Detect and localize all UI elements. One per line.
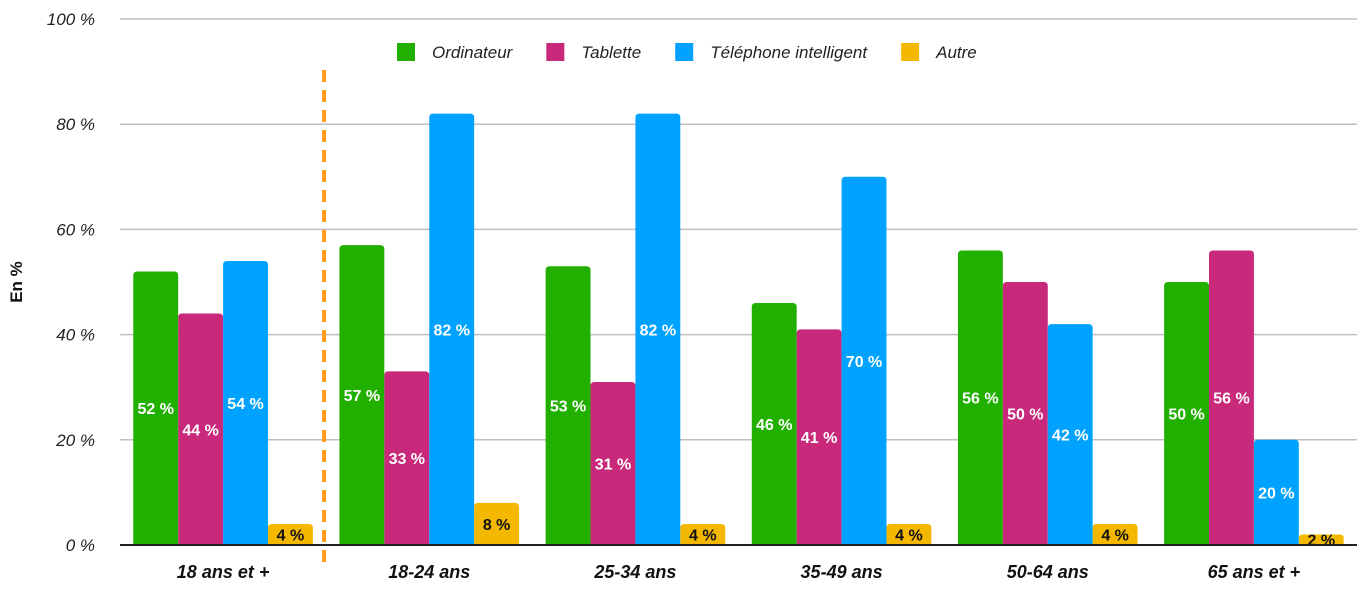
y-tick-label: 100 % [47,10,95,29]
legend-swatch [675,43,694,61]
data-label: 4 % [895,527,923,544]
bar-2 [590,381,636,545]
bar-4 [680,523,726,545]
data-label: 56 % [962,391,998,408]
legend-swatch [546,43,565,61]
bar-1 [339,245,385,545]
data-label: 8 % [483,517,511,534]
gridlines [120,18,1357,441]
x-category-label: 50-64 ans [1007,562,1089,582]
data-label: 44 % [182,422,218,439]
bar-3 [429,113,475,546]
y-tick-label: 20 % [55,431,95,450]
bar-2 [1209,250,1254,545]
legend-label: Tablette [581,43,641,62]
data-label: 2 % [1307,533,1335,550]
y-tick-label: 40 % [56,326,95,345]
bar-1 [545,266,591,545]
legend-swatch [901,43,920,61]
bar-1 [1164,282,1210,545]
y-axis-label: En % [7,261,26,303]
data-label: 4 % [277,527,305,544]
data-label: 33 % [389,451,425,468]
x-category-label: 65 ans et + [1208,562,1301,582]
data-label: 82 % [433,322,469,339]
data-label: 20 % [1258,485,1294,502]
legend-label: Téléphone intelligent [710,43,868,62]
data-label: 57 % [344,388,380,405]
data-label: 70 % [846,354,882,371]
x-category-label: 35-49 ans [801,562,883,582]
data-label: 4 % [1101,527,1129,544]
bar-4 [1092,523,1138,545]
bar-3 [841,176,887,546]
bar-3 [1253,439,1299,545]
legend-label: Ordinateur [432,43,514,62]
data-label: 82 % [640,322,676,339]
legend-label: Autre [935,43,977,62]
bar-3 [1047,324,1093,545]
bar-2 [796,329,842,545]
y-tick-label: 0 % [66,536,95,555]
y-tick-label: 80 % [56,115,95,134]
bar-4 [886,523,932,545]
x-axis-categories: 18 ans et + 18-24 ans 25-34 ans 35-49 ans 50… [177,562,1301,582]
x-category-label: 18 ans et + [177,562,270,582]
bar-4 [474,502,520,545]
data-label: 50 % [1168,407,1204,424]
legend: Ordinateur Tablette Téléphone intelligent A… [397,43,977,62]
data-label: 46 % [756,417,792,434]
bars [133,113,1344,546]
x-category-label: 18-24 ans [388,562,470,582]
legend-swatch [397,43,415,61]
x-category-label: 25-34 ans [593,562,676,582]
data-labels: 52 % 44 % 54 % 4 % 57 % 33 % 82 % 8 % 53 % 31 % 82… [137,322,1335,549]
bar-2 [1002,282,1048,545]
bar-2 [384,371,430,545]
bar-4 [1298,534,1344,545]
data-label: 41 % [801,430,837,447]
bar-4 [267,523,313,545]
bar-1 [751,303,797,545]
data-label: 4 % [689,527,717,544]
data-label: 50 % [1007,407,1043,424]
bar-3 [223,260,268,545]
y-tick-label: 60 % [56,220,95,239]
bar-1 [133,271,179,545]
data-label: 53 % [550,399,586,416]
bar-3 [635,113,681,546]
y-axis-ticks: 0 % 20 % 40 % 60 % 80 % 100 % [47,10,95,555]
data-label: 54 % [227,396,263,413]
data-label: 56 % [1213,391,1249,408]
bar-2 [178,313,224,545]
data-label: 42 % [1052,428,1088,445]
data-label: 31 % [595,456,631,473]
bar-1 [957,250,1003,545]
data-label: 52 % [137,401,173,418]
